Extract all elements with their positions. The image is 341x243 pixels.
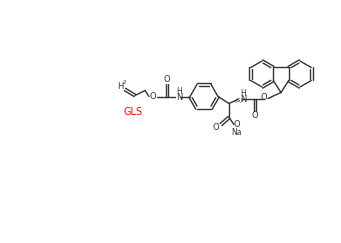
Text: O: O	[150, 92, 156, 101]
Text: O: O	[213, 123, 219, 132]
Text: Na: Na	[232, 128, 242, 137]
Text: H: H	[176, 87, 182, 96]
Text: N: N	[176, 93, 182, 102]
Text: 2: 2	[122, 80, 126, 85]
Text: O: O	[164, 75, 170, 84]
Text: (S): (S)	[235, 98, 243, 103]
Text: H: H	[240, 89, 246, 98]
Text: GLS: GLS	[123, 106, 143, 116]
Text: N: N	[240, 95, 246, 104]
Text: O: O	[252, 111, 258, 120]
Text: O: O	[234, 120, 240, 129]
Text: O: O	[261, 93, 267, 102]
Text: H: H	[117, 82, 123, 91]
